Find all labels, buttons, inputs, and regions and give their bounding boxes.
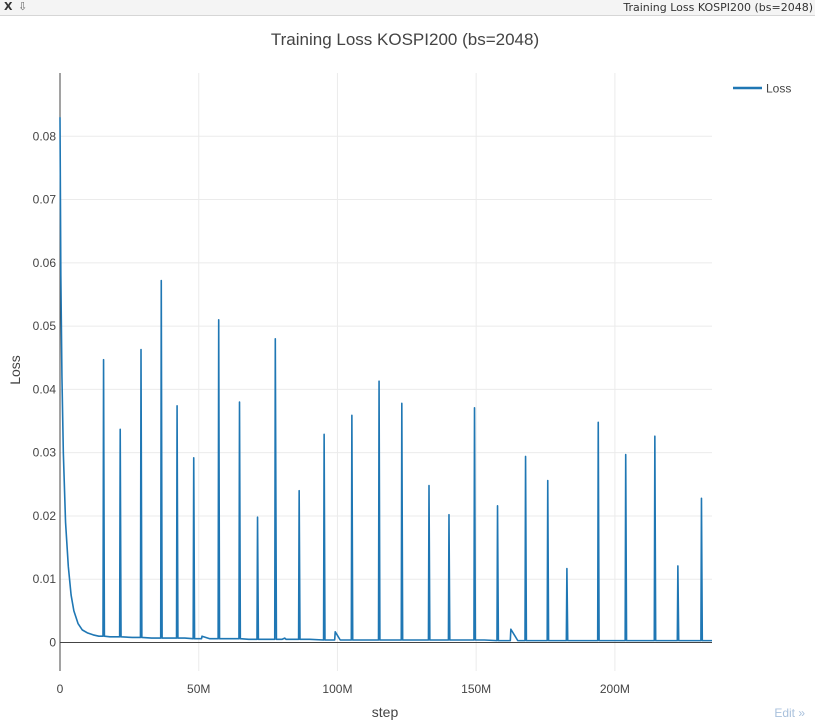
y-tick-label: 0.02 bbox=[33, 509, 57, 523]
close-button[interactable]: X bbox=[4, 0, 13, 13]
loss-chart: Training Loss KOSPI200 (bs=2048) 0 0.01 0.… bbox=[7, 30, 791, 720]
window-title: Training Loss KOSPI200 (bs=2048) bbox=[623, 1, 813, 14]
y-tick-label: 0.03 bbox=[33, 446, 57, 460]
edit-link[interactable]: Edit » bbox=[774, 706, 805, 720]
tick-labels: 0 0.01 0.02 0.03 0.04 0.05 0.06 0.07 0.08 0 50M 100… bbox=[33, 129, 630, 696]
series-group bbox=[59, 117, 712, 642]
y-tick-label: 0.06 bbox=[33, 256, 57, 270]
grid-lines bbox=[60, 73, 712, 671]
y-axis-label: Loss bbox=[7, 355, 23, 385]
x-tick-label: 0 bbox=[57, 682, 64, 696]
x-tick-label: 50M bbox=[187, 682, 210, 696]
x-axis-label: step bbox=[372, 704, 399, 720]
y-tick-label: 0.05 bbox=[33, 319, 57, 333]
series-line-loss bbox=[59, 117, 712, 642]
x-tick-label: 100M bbox=[322, 682, 352, 696]
chart-title: Training Loss KOSPI200 (bs=2048) bbox=[271, 30, 539, 49]
pin-icon[interactable]: ⇩ bbox=[18, 0, 28, 13]
y-tick-label: 0 bbox=[49, 636, 56, 650]
legend[interactable]: Loss bbox=[733, 82, 791, 96]
window-titlebar: X ⇩ Training Loss KOSPI200 (bs=2048) bbox=[0, 0, 815, 16]
y-tick-label: 0.04 bbox=[33, 382, 57, 396]
x-tick-label: 150M bbox=[461, 682, 491, 696]
y-tick-label: 0.01 bbox=[33, 572, 57, 586]
y-tick-label: 0.08 bbox=[33, 129, 57, 143]
y-tick-label: 0.07 bbox=[33, 193, 57, 207]
legend-label: Loss bbox=[766, 82, 791, 96]
x-tick-label: 200M bbox=[600, 682, 630, 696]
